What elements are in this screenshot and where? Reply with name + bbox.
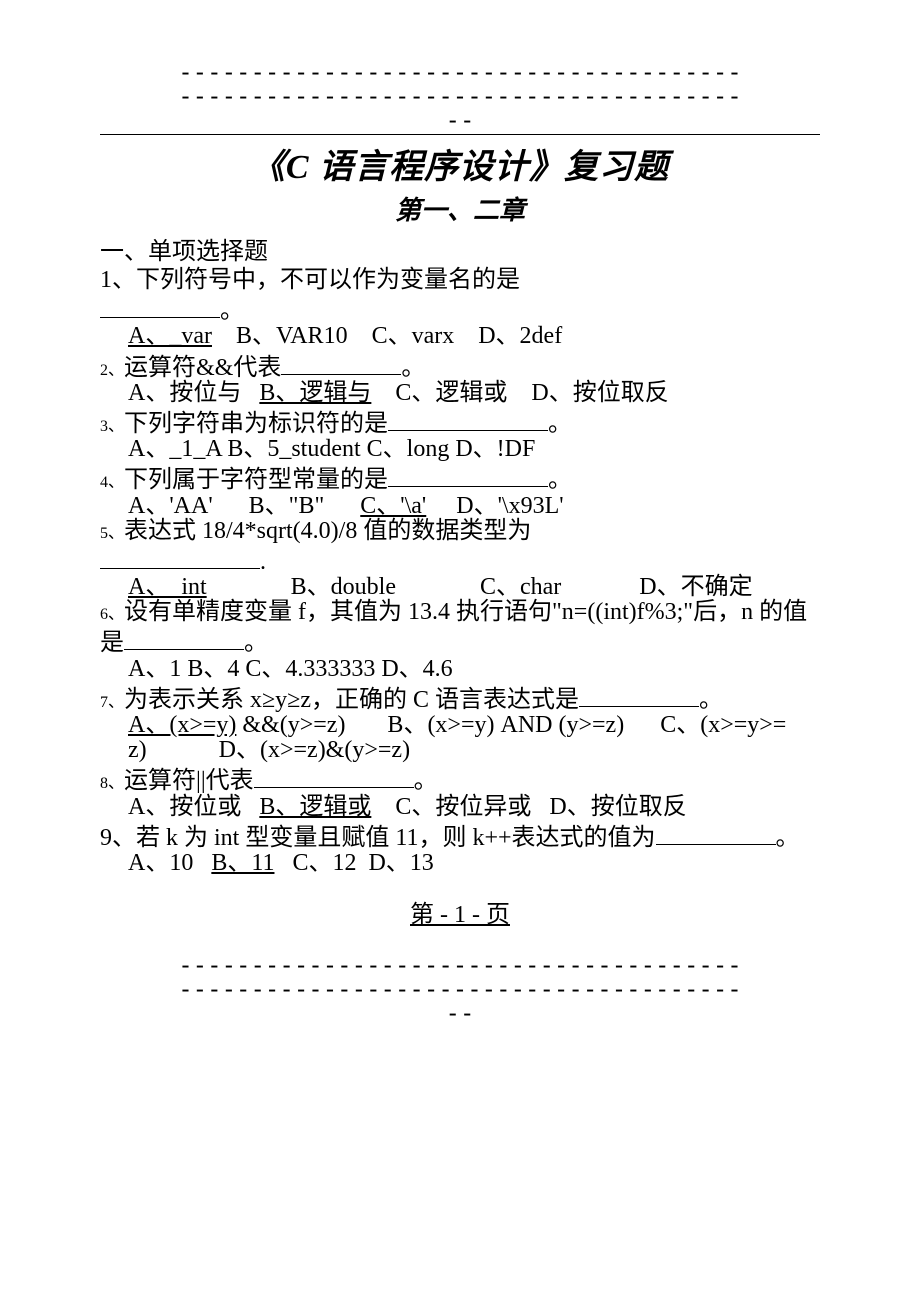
q5-blank-line: .: [100, 544, 820, 575]
q9-stem: 9、若 k 为 int 型变量且赋值 11，则 k++表达式的值为 。: [100, 820, 820, 851]
q7-text: 为表示关系 x≥y≥z，正确的 C 语言表达式是: [124, 687, 579, 713]
doc-title: 《C 语言程序设计》复习题: [100, 139, 820, 188]
q3-num: 3、: [100, 418, 124, 435]
q5-num: 5、: [100, 525, 124, 542]
q8-stem: 8、运算符||代表 。: [100, 763, 820, 794]
q8-period: 。: [414, 768, 438, 794]
q4-num: 4、: [100, 474, 124, 491]
q1-period: 。: [220, 298, 244, 324]
q8-num: 8、: [100, 775, 124, 792]
rule-above-title: [100, 134, 820, 135]
q8-options: A、按位或 B、逻辑或 C、按位异或 D、按位取反: [100, 795, 820, 820]
q3-options: A、_1_A B、5_student C、long D、!DF: [100, 437, 820, 462]
q9-opt-b-underline: B、11: [211, 850, 274, 876]
q8-opt-b-underline: B、逻辑或: [259, 794, 371, 820]
q4-text: 下列属于字符型常量的是: [124, 467, 388, 493]
q6-blank: [124, 625, 244, 650]
q4-stem: 4、下列属于字符型常量的是 。: [100, 462, 820, 493]
q2-blank: [281, 350, 401, 375]
q4-opt-c-underline: C、'\a': [360, 493, 426, 519]
q7-period: 。: [699, 687, 723, 713]
q8-blank: [254, 763, 414, 788]
doc-subtitle: 第一、二章: [100, 190, 820, 227]
q6-stem: 6、设有单精度变量 f，其值为 13.4 执行语句"n=((int)f%3;"后…: [100, 600, 820, 656]
q7-options: A、(x>=y) &&(y>=z) B、(x>=y) AND (y>=z) C、…: [100, 713, 820, 763]
q4-options: A、'AA' B、"B" C、'\a' D、'\x93L': [100, 494, 820, 519]
bot-dash-2: ---------------------------------------: [100, 977, 820, 1001]
footer-text: 第 - 1 - 页: [410, 902, 510, 928]
q9-blank: [656, 820, 776, 845]
q9-period: 。: [776, 825, 800, 851]
q1-blank-line: 。: [100, 293, 820, 324]
q1-stem: 1、下列符号中，不可以作为变量名的是: [100, 268, 820, 293]
top-dash-2: ---------------------------------------: [100, 84, 820, 108]
top-dash-1: ---------------------------------------: [100, 60, 820, 84]
document-page: --------------------------------------- …: [0, 0, 920, 1065]
q5-period: .: [260, 549, 266, 575]
q5-opt-a-underline: A、 int: [128, 574, 207, 600]
q7-blank: [579, 682, 699, 707]
q3-blank: [388, 406, 548, 431]
q7-opt-a-underline: A、(x>=y): [128, 712, 236, 738]
q5-options-a: A、 int B、double C、char D、不确定: [100, 575, 820, 600]
q1-options: A、_var B、VAR10 C、varx D、2def: [100, 324, 820, 349]
q7-num: 7、: [100, 694, 124, 711]
q3-text: 下列字符串为标识符的是: [124, 411, 388, 437]
q4-blank: [388, 462, 548, 487]
q5-stem: 5、表达式 18/4*sqrt(4.0)/8 值的数据类型为: [100, 519, 820, 544]
q6-options: A、1 B、4 C、4.333333 D、4.6: [100, 657, 820, 682]
q2-num: 2、: [100, 362, 124, 379]
q4-period: 。: [548, 467, 572, 493]
top-dash-3: --: [100, 108, 820, 132]
q2-options: A、按位与 B、逻辑与 C、逻辑或 D、按位取反: [100, 381, 820, 406]
q3-stem: 3、下列字符串为标识符的是 。: [100, 406, 820, 437]
q8-text: 运算符||代表: [124, 768, 254, 794]
q5-blank: [100, 544, 260, 569]
q9-options: A、10 B、11 C、12 D、13: [100, 851, 820, 876]
q3-period: 。: [548, 411, 572, 437]
q2-opt-b-underline: B、逻辑与: [259, 380, 371, 406]
q2-stem: 2、运算符&&代表 。: [100, 350, 820, 381]
q1-text: 1、下列符号中，不可以作为变量名的是: [100, 267, 520, 293]
page-footer: 第 - 1 - 页: [100, 894, 820, 929]
q6-num: 6、: [100, 606, 124, 623]
q2-period: 。: [401, 355, 425, 381]
q2-text: 运算符&&代表: [124, 355, 281, 381]
q6-period: 。: [244, 630, 268, 656]
q1-blank: [100, 293, 220, 318]
q7-stem: 7、为表示关系 x≥y≥z，正确的 C 语言表达式是 。: [100, 682, 820, 713]
q9-text: 9、若 k 为 int 型变量且赋值 11，则 k++表达式的值为: [100, 825, 656, 851]
q5-text: 表达式 18/4*sqrt(4.0)/8 值的数据类型为: [124, 518, 531, 544]
bot-dash-1: ---------------------------------------: [100, 953, 820, 977]
section-heading: 一、单项选择题: [100, 231, 820, 266]
bot-dash-3: --: [100, 1001, 820, 1025]
q1-opt-a-underline: A、_var: [128, 323, 212, 349]
